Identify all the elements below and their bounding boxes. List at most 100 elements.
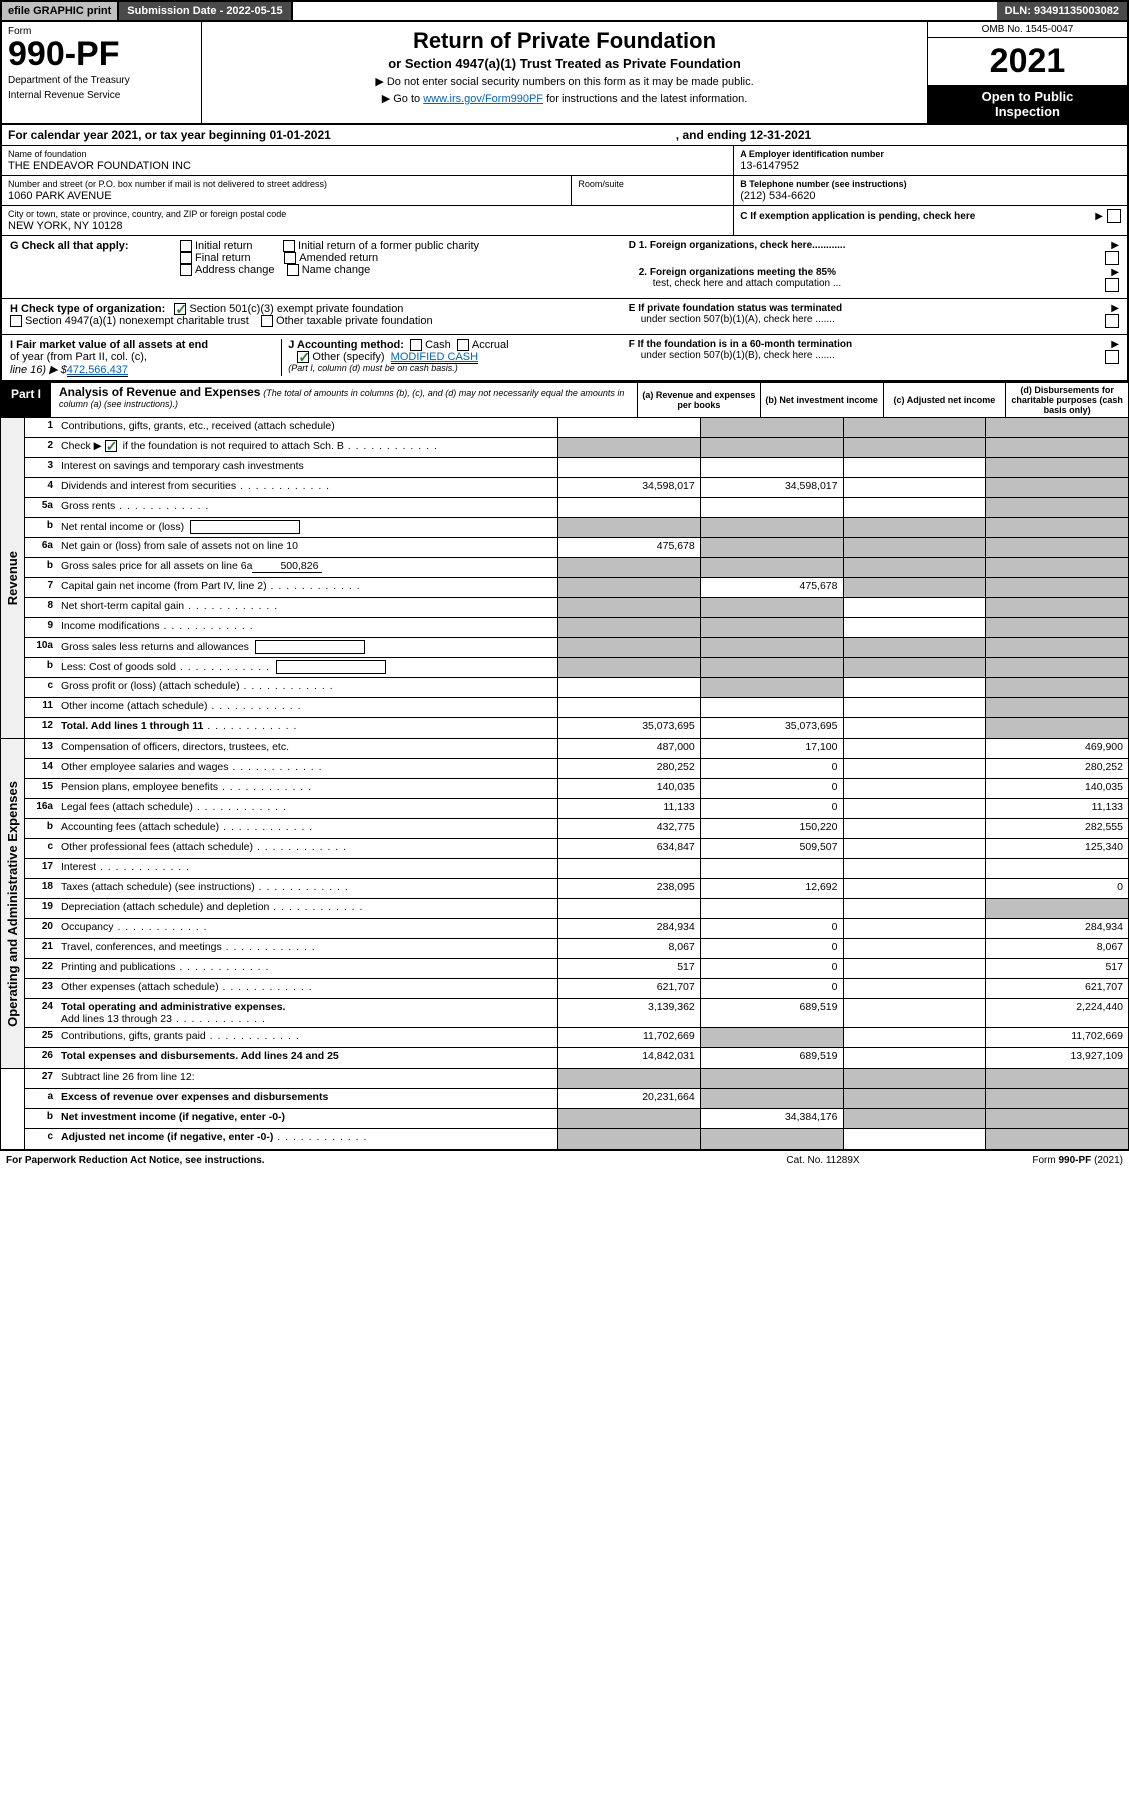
r9-c [843, 618, 986, 637]
r15-desc: Pension plans, employee benefits [57, 779, 557, 798]
addr-cell: Number and street (or P.O. box number if… [2, 176, 572, 205]
row-8: 8 Net short-term capital gain [25, 598, 1128, 618]
g-amended-checkbox[interactable] [284, 252, 296, 264]
part1-header: Part I Analysis of Revenue and Expenses … [0, 382, 1129, 418]
r17-d [985, 859, 1128, 878]
row-15: 15 Pension plans, employee benefits 140,… [25, 779, 1128, 799]
row-24: 24 Total operating and administrative ex… [25, 999, 1128, 1028]
g-address-checkbox[interactable] [180, 264, 192, 276]
city-value: NEW YORK, NY 10128 [8, 220, 727, 232]
b-label: B Telephone number (see instructions) [740, 179, 1121, 189]
col-c-text: (c) Adjusted net income [894, 395, 996, 405]
r19-desc: Depreciation (attach schedule) and deple… [57, 899, 557, 918]
top-bar: efile GRAPHIC print Submission Date - 20… [0, 0, 1129, 22]
r9-desc: Income modifications [57, 618, 557, 637]
r24-text: Total operating and administrative expen… [61, 1001, 285, 1013]
r10c-desc: Gross profit or (loss) (attach schedule) [57, 678, 557, 697]
r27c-num: c [25, 1129, 57, 1149]
f-checkbox[interactable] [1105, 350, 1119, 364]
r23-d: 621,707 [985, 979, 1128, 998]
h-4947-checkbox[interactable] [10, 315, 22, 327]
r27a-d [985, 1089, 1128, 1108]
r10c-d [985, 678, 1128, 697]
r15-c [843, 779, 986, 798]
g-final-checkbox[interactable] [180, 252, 192, 264]
r12-d [985, 718, 1128, 738]
r13-desc: Compensation of officers, directors, tru… [57, 739, 557, 758]
revenue-label: Revenue [1, 418, 25, 738]
footer-form: 990-PF [1059, 1155, 1092, 1166]
d1-checkbox[interactable] [1105, 251, 1119, 265]
r12-text: Total. Add lines 1 through 11 [61, 720, 203, 732]
header-left: Form 990-PF Department of the Treasury I… [2, 22, 202, 123]
r22-a: 517 [557, 959, 700, 978]
open1: Open to Public [932, 89, 1123, 104]
g-charity-checkbox[interactable] [283, 240, 295, 252]
r8-a [557, 598, 700, 617]
row-19: 19 Depreciation (attach schedule) and de… [25, 899, 1128, 919]
r24-num: 24 [25, 999, 57, 1027]
r2-checkbox[interactable] [105, 440, 117, 452]
r4-c [843, 478, 986, 497]
expenses-text: Operating and Administrative Expenses [5, 781, 20, 1027]
r27a-text: Excess of revenue over expenses and disb… [61, 1091, 328, 1103]
r16b-a: 432,775 [557, 819, 700, 838]
r16c-b: 509,507 [700, 839, 843, 858]
g-initial-checkbox[interactable] [180, 240, 192, 252]
r23-text: Other expenses (attach schedule) [61, 981, 219, 993]
r5b-b [700, 518, 843, 537]
r10b-d [985, 658, 1128, 677]
h-other-checkbox[interactable] [261, 315, 273, 327]
footer-year: 2021 [1097, 1155, 1119, 1166]
r9-num: 9 [25, 618, 57, 637]
r2-d [985, 438, 1128, 457]
expenses-body: 13 Compensation of officers, directors, … [25, 739, 1128, 1068]
form990pf-link[interactable]: www.irs.gov/Form990PF [423, 93, 543, 105]
d2-checkbox[interactable] [1105, 278, 1119, 292]
r5a-num: 5a [25, 498, 57, 517]
r6b-text: Gross sales price for all assets on line… [61, 560, 252, 572]
e-checkbox[interactable] [1105, 314, 1119, 328]
col-d-head: (d) Disbursements for charitable purpose… [1005, 383, 1128, 417]
r2-num: 2 [25, 438, 57, 457]
footer-center: Cat. No. 11289X [723, 1155, 923, 1166]
r27b-b: 34,384,176 [700, 1109, 843, 1128]
g-opt1: Initial return [195, 240, 252, 252]
note2-pre: ▶ Go to [382, 93, 423, 105]
r4-text: Dividends and interest from securities [61, 480, 236, 492]
box-a: A Employer identification number 13-6147… [734, 146, 1127, 176]
ij-f-row: I Fair market value of all assets at end… [0, 335, 1129, 382]
r27b-a [557, 1109, 700, 1128]
row-20: 20 Occupancy 284,9340284,934 [25, 919, 1128, 939]
r27c-a [557, 1129, 700, 1149]
c-checkbox[interactable] [1107, 209, 1121, 223]
r27b-desc: Net investment income (if negative, ente… [57, 1109, 557, 1128]
r10a-a [557, 638, 700, 657]
r8-d [985, 598, 1128, 617]
r18-a: 238,095 [557, 879, 700, 898]
row-9: 9 Income modifications [25, 618, 1128, 638]
j-other-checkbox[interactable] [297, 351, 309, 363]
row-11: 11 Other income (attach schedule) [25, 698, 1128, 718]
row-25: 25 Contributions, gifts, grants paid 11,… [25, 1028, 1128, 1048]
r14-desc: Other employee salaries and wages [57, 759, 557, 778]
h-501c3-checkbox[interactable] [174, 303, 186, 315]
omb-number: OMB No. 1545-0047 [928, 22, 1127, 38]
j-accrual-checkbox[interactable] [457, 339, 469, 351]
r23-b: 0 [700, 979, 843, 998]
r27-c [843, 1069, 986, 1088]
i1: I Fair market value of all assets at end [10, 339, 208, 351]
room-label: Room/suite [578, 179, 727, 189]
revenue-text: Revenue [5, 551, 20, 605]
note2-post: for instructions and the latest informat… [546, 93, 747, 105]
r7-desc: Capital gain net income (from Part IV, l… [57, 578, 557, 597]
r4-a: 34,598,017 [557, 478, 700, 497]
r24-b: 689,519 [700, 999, 843, 1027]
r10b-num: b [25, 658, 57, 677]
r12-b: 35,073,695 [700, 718, 843, 738]
row-21: 21 Travel, conferences, and meetings 8,0… [25, 939, 1128, 959]
j-cash-checkbox[interactable] [410, 339, 422, 351]
g-name-checkbox[interactable] [287, 264, 299, 276]
f1-label: F If the foundation is in a 60-month ter… [629, 339, 852, 350]
r6b-b [700, 558, 843, 577]
